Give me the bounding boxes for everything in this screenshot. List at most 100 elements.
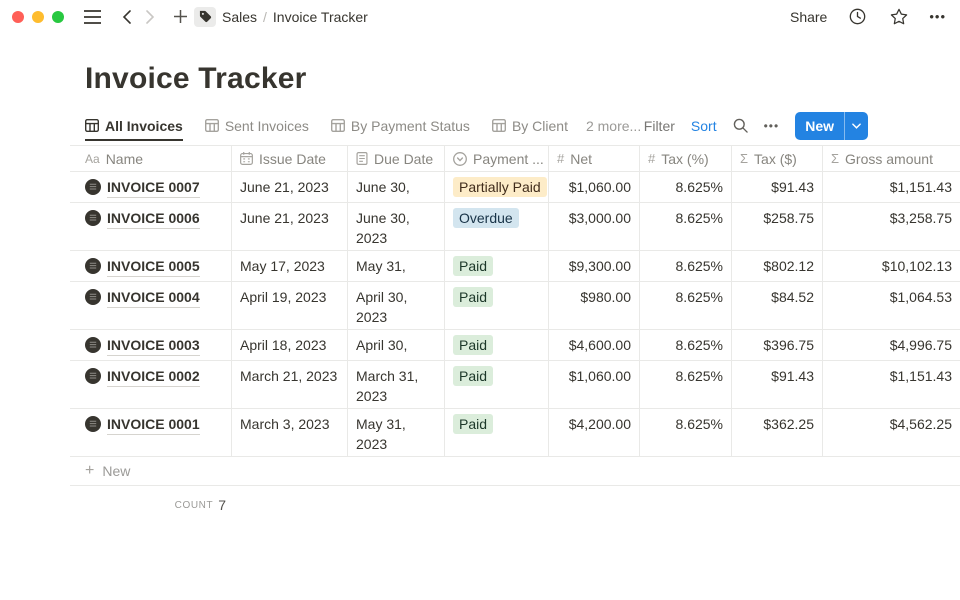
column-header-issue-date[interactable]: Issue Date — [232, 146, 348, 171]
sigma-property-icon: Σ — [831, 151, 840, 166]
share-button[interactable]: Share — [789, 8, 828, 25]
count-label[interactable]: count — [174, 499, 214, 511]
column-header-tax[interactable]: # Tax (%) — [640, 146, 732, 171]
clock-history-icon[interactable] — [845, 5, 869, 29]
invoice-page-link[interactable]: INVOICE 0007 — [70, 172, 232, 202]
payment-status-cell[interactable]: Overdue — [445, 203, 549, 250]
invoice-page-link[interactable]: INVOICE 0001 — [70, 409, 232, 456]
due-date-cell[interactable]: June 30, 2023 — [348, 203, 445, 250]
breadcrumb-section[interactable]: Sales — [222, 8, 258, 25]
net-cell[interactable]: $9,300.00 — [549, 251, 640, 281]
invoice-page-link[interactable]: INVOICE 0003 — [70, 330, 232, 360]
breadcrumb-page[interactable]: Invoice Tracker — [272, 8, 368, 25]
net-cell[interactable]: $4,200.00 — [549, 409, 640, 456]
column-label: Payment ... — [473, 150, 544, 167]
column-header-due-date[interactable]: Due Date — [348, 146, 445, 171]
column-header-net[interactable]: # Net — [549, 146, 640, 171]
tax-dollar-cell[interactable]: $91.43 — [732, 172, 823, 202]
net-cell[interactable]: $980.00 — [549, 282, 640, 329]
tax-percent-cell[interactable]: 8.625% — [640, 203, 732, 250]
sort-button[interactable]: Sort — [690, 117, 717, 134]
invoice-page-link[interactable]: INVOICE 0006 — [70, 203, 232, 250]
issue-date-cell[interactable]: June 21, 2023 — [232, 172, 348, 202]
issue-date-cell[interactable]: March 3, 2023 — [232, 409, 348, 456]
payment-status-cell[interactable]: Paid — [445, 282, 549, 329]
more-views-button[interactable]: 2 more... — [585, 117, 642, 134]
tab-all-invoices[interactable]: All Invoices — [85, 111, 183, 141]
column-header-gross-amount[interactable]: Σ Gross amount — [823, 146, 960, 171]
net-cell[interactable]: $4,600.00 — [549, 330, 640, 360]
issue-date-cell[interactable]: April 19, 2023 — [232, 282, 348, 329]
column-header-name[interactable]: Aa Name — [70, 146, 232, 171]
forward-icon[interactable] — [138, 5, 162, 29]
issue-date-cell[interactable]: June 21, 2023 — [232, 203, 348, 250]
page-emoji-tag-icon[interactable] — [194, 6, 216, 27]
gross-amount-cell[interactable]: $1,151.43 — [889, 368, 952, 384]
new-button-label[interactable]: New — [805, 117, 834, 134]
tax-percent-cell[interactable]: 8.625% — [640, 409, 732, 456]
new-row-label: New — [102, 463, 131, 479]
back-icon[interactable] — [114, 5, 138, 29]
gross-amount-cell[interactable]: $1,064.53 — [889, 289, 952, 305]
view-options-icon[interactable]: ••• — [763, 118, 780, 133]
tab-by-client[interactable]: By Client — [491, 111, 568, 140]
invoice-name: INVOICE 0007 — [107, 177, 200, 198]
issue-date-cell[interactable]: April 18, 2023 — [232, 330, 348, 360]
issue-date-cell[interactable]: March 21, 2023 — [232, 361, 348, 408]
net-cell[interactable]: $3,000.00 — [549, 203, 640, 250]
tax-percent-cell[interactable]: 8.625% — [640, 282, 732, 329]
gross-amount-cell[interactable]: $1,151.43 — [889, 179, 952, 195]
close-window-button[interactable] — [12, 10, 24, 23]
table-row: INVOICE 0002 March 21, 2023 March 31, 2023… — [70, 361, 960, 409]
invoice-page-link[interactable]: INVOICE 0005 — [70, 251, 232, 281]
more-options-icon[interactable]: ••• — [929, 9, 946, 24]
column-header-payment[interactable]: Payment ... — [445, 146, 549, 171]
favorite-star-icon[interactable] — [887, 5, 911, 29]
tax-percent-cell[interactable]: 8.625% — [640, 251, 732, 281]
due-date-cell[interactable]: March 31, 2023 — [348, 361, 445, 408]
net-cell[interactable]: $1,060.00 — [549, 361, 640, 408]
gross-amount-cell[interactable]: $4,996.75 — [889, 337, 952, 353]
due-date-cell[interactable]: May 31, 2023 — [348, 409, 445, 456]
tax-percent-cell[interactable]: 8.625% — [640, 330, 732, 360]
payment-status-cell[interactable]: Partially Paid — [445, 172, 549, 202]
search-icon[interactable] — [733, 118, 748, 133]
tab-by-payment-status[interactable]: By Payment Status — [330, 111, 470, 140]
gross-amount-cell[interactable]: $3,258.75 — [889, 210, 952, 226]
gross-amount-cell[interactable]: $10,102.13 — [881, 258, 952, 274]
minimize-window-button[interactable] — [32, 10, 44, 23]
net-cell[interactable]: $1,060.00 — [549, 172, 640, 202]
new-button[interactable]: New — [795, 111, 868, 140]
tax-dollar-cell[interactable]: $84.52 — [732, 282, 823, 329]
gross-amount-cell[interactable]: $4,562.25 — [889, 416, 952, 432]
payment-status-cell[interactable]: Paid — [445, 330, 549, 360]
payment-status-cell[interactable]: Paid — [445, 251, 549, 281]
issue-date-cell[interactable]: May 17, 2023 — [232, 251, 348, 281]
due-date-cell[interactable]: May 31, 2023 — [348, 251, 445, 281]
chevron-down-icon[interactable] — [845, 112, 868, 140]
zoom-window-button[interactable] — [52, 10, 64, 23]
tax-dollar-cell[interactable]: $258.75 — [732, 203, 823, 250]
column-header-tax[interactable]: Σ Tax ($) — [732, 146, 823, 171]
payment-status-cell[interactable]: Paid — [445, 361, 549, 408]
status-badge: Paid — [453, 366, 494, 386]
sidebar-menu-icon[interactable] — [80, 5, 104, 29]
due-date-cell[interactable]: April 30, 2023 — [348, 282, 445, 329]
tab-sent-invoices[interactable]: Sent Invoices — [204, 111, 309, 140]
tax-dollar-cell[interactable]: $802.12 — [732, 251, 823, 281]
new-tab-icon[interactable] — [168, 5, 192, 29]
tax-percent-cell[interactable]: 8.625% — [640, 172, 732, 202]
tax-dollar-cell[interactable]: $362.25 — [732, 409, 823, 456]
tax-dollar-cell[interactable]: $396.75 — [732, 330, 823, 360]
tax-percent-cell[interactable]: 8.625% — [640, 361, 732, 408]
due-date-cell[interactable]: June 30, 2023 — [348, 172, 445, 202]
tax-dollar-cell[interactable]: $91.43 — [732, 361, 823, 408]
payment-status-cell[interactable]: Paid — [445, 409, 549, 456]
filter-button[interactable]: Filter — [643, 117, 675, 134]
new-row-button[interactable]: + New — [70, 457, 960, 486]
due-date-cell[interactable]: April 30, 2023 — [348, 330, 445, 360]
tab-label: By Payment Status — [350, 117, 470, 134]
invoice-page-link[interactable]: INVOICE 0002 — [70, 361, 232, 408]
invoice-page-link[interactable]: INVOICE 0004 — [70, 282, 232, 329]
